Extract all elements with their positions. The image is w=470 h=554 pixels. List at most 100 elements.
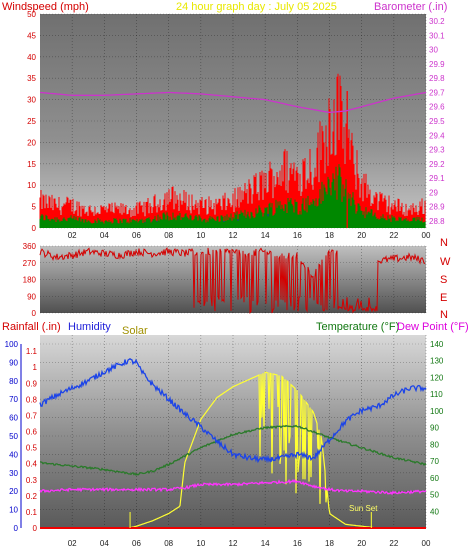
x-tick-label: 22 xyxy=(389,539,398,548)
y-tick-label: 0 xyxy=(32,224,37,233)
barometer-tick-label: 28.9 xyxy=(429,203,445,212)
rain-tick-label: 1 xyxy=(33,363,38,372)
weather-panel: 010203040506070809010000.10.20.30.40.50.… xyxy=(2,321,469,548)
rain-tick-label: 0.5 xyxy=(26,444,38,453)
x-tick-label: 10 xyxy=(196,539,205,548)
temp-tick-label: 60 xyxy=(430,474,439,483)
humidity-tick-label: 50 xyxy=(9,432,18,441)
dir-tick-label: 180 xyxy=(23,276,37,285)
y-tick-label: 5 xyxy=(32,203,37,212)
y-tick-label: 30 xyxy=(27,96,36,105)
y-tick-label: 25 xyxy=(27,117,36,126)
rain-tick-label: 0.4 xyxy=(26,460,38,469)
direction-letter: W xyxy=(440,256,451,268)
humidity-tick-label: 0 xyxy=(14,524,19,533)
humidity-title: Humidity xyxy=(68,321,111,333)
rain-tick-label: 0.2 xyxy=(26,492,38,501)
barometer-tick-label: 29.8 xyxy=(429,74,445,83)
barometer-tick-label: 29 xyxy=(429,188,438,197)
barometer-tick-label: 30.2 xyxy=(429,17,445,26)
temp-tick-label: 50 xyxy=(430,491,439,500)
x-tick-label: 18 xyxy=(325,539,334,548)
x-tick-label: 06 xyxy=(132,231,141,240)
x-tick-label: 14 xyxy=(261,539,270,548)
rain-tick-label: 1.1 xyxy=(26,347,38,356)
temperature-line xyxy=(39,424,427,476)
temp-tick-label: 80 xyxy=(430,440,439,449)
barometer-tick-label: 29.9 xyxy=(429,60,445,69)
windspeed-title: Windspeed (mph) xyxy=(2,1,89,13)
x-tick-label: 16 xyxy=(293,539,302,548)
temp-tick-label: 100 xyxy=(430,407,444,416)
direction-letter: N xyxy=(440,309,448,321)
dir-tick-label: 360 xyxy=(23,242,37,251)
weather-ticks: 010203040506070809010000.10.20.30.40.50.… xyxy=(5,340,444,548)
barometer-tick-label: 30.1 xyxy=(429,31,445,40)
y-tick-label: 45 xyxy=(27,31,36,40)
rain-tick-label: 0.8 xyxy=(26,395,38,404)
x-tick-label: 20 xyxy=(357,231,366,240)
wind-direction-line xyxy=(39,247,426,315)
dewpoint-title: Dew Point (°F) xyxy=(397,321,469,333)
y-tick-label: 35 xyxy=(27,74,36,83)
temp-tick-label: 120 xyxy=(430,373,444,382)
rain-tick-label: 0.9 xyxy=(26,379,38,388)
temp-tick-label: 110 xyxy=(430,390,443,399)
x-tick-label: 04 xyxy=(100,539,109,548)
humidity-tick-label: 30 xyxy=(9,469,18,478)
y-tick-label: 50 xyxy=(27,10,36,19)
rain-tick-label: 0 xyxy=(33,524,38,533)
barometer-tick-label: 29.6 xyxy=(429,103,445,112)
direction-letter: S xyxy=(440,274,447,286)
humidity-tick-label: 100 xyxy=(5,340,19,349)
windspeed-ticks: 0 5 10 15 20 25 30 35 40 45 50 28.8 28.9 29 29.1 29.2 29… xyxy=(27,10,445,240)
x-tick-label: 14 xyxy=(261,231,270,240)
y-tick-label: 40 xyxy=(27,53,36,62)
x-tick-label: 20 xyxy=(357,539,366,548)
rainfall-title: Rainfall (.in) xyxy=(2,321,61,333)
dir-tick-label: 90 xyxy=(27,292,36,301)
x-tick-label: 22 xyxy=(389,231,398,240)
barometer-tick-label: 29.5 xyxy=(429,117,445,126)
dir-tick-label: 270 xyxy=(23,259,37,268)
direction-grid xyxy=(40,245,427,314)
barometer-tick-label: 28.8 xyxy=(429,217,445,226)
humidity-tick-label: 70 xyxy=(9,395,18,404)
x-tick-label: 10 xyxy=(196,231,205,240)
humidity-tick-label: 10 xyxy=(9,506,18,515)
windspeed-series xyxy=(39,73,427,228)
y-tick-label: 15 xyxy=(27,160,36,169)
x-tick-label: 12 xyxy=(229,231,238,240)
barometer-line xyxy=(39,91,427,114)
x-tick-label: 18 xyxy=(325,231,334,240)
temp-tick-label: 70 xyxy=(430,457,439,466)
temp-tick-label: 130 xyxy=(430,357,444,366)
temp-tick-label: 90 xyxy=(430,424,439,433)
humidity-line xyxy=(39,358,427,464)
barometer-tick-label: 29.4 xyxy=(429,131,445,140)
barometer-tick-label: 30 xyxy=(429,46,438,55)
windspeed-panel: 0 5 10 15 20 25 30 35 40 45 50 28.8 28.9 29 29.1 29.2 29… xyxy=(2,1,447,240)
rain-tick-label: 0.6 xyxy=(26,428,38,437)
barometer-title: Barometer (.in) xyxy=(374,1,447,13)
barometer-tick-label: 29.2 xyxy=(429,160,445,169)
wind-avg-series xyxy=(39,164,426,228)
rain-tick-label: 0.1 xyxy=(26,508,38,517)
barometer-tick-label: 29.1 xyxy=(429,174,445,183)
x-tick-label: 08 xyxy=(164,539,173,548)
x-tick-label: 04 xyxy=(100,231,109,240)
graph-date-title: 24 hour graph day : July 05 2025 xyxy=(176,1,337,13)
y-tick-label: 20 xyxy=(27,138,36,147)
barometer-tick-label: 29.7 xyxy=(429,88,445,97)
y-tick-label: 10 xyxy=(27,181,36,190)
direction-letter: N xyxy=(440,237,448,249)
humidity-tick-label: 80 xyxy=(9,377,18,386)
direction-plot-area xyxy=(40,246,426,313)
humidity-tick-label: 40 xyxy=(9,450,18,459)
humidity-tick-label: 60 xyxy=(9,414,18,423)
solar-title: Solar xyxy=(122,325,148,337)
direction-series xyxy=(39,247,426,315)
weather-series xyxy=(39,358,427,529)
temperature-title: Temperature (°F) xyxy=(316,321,399,333)
